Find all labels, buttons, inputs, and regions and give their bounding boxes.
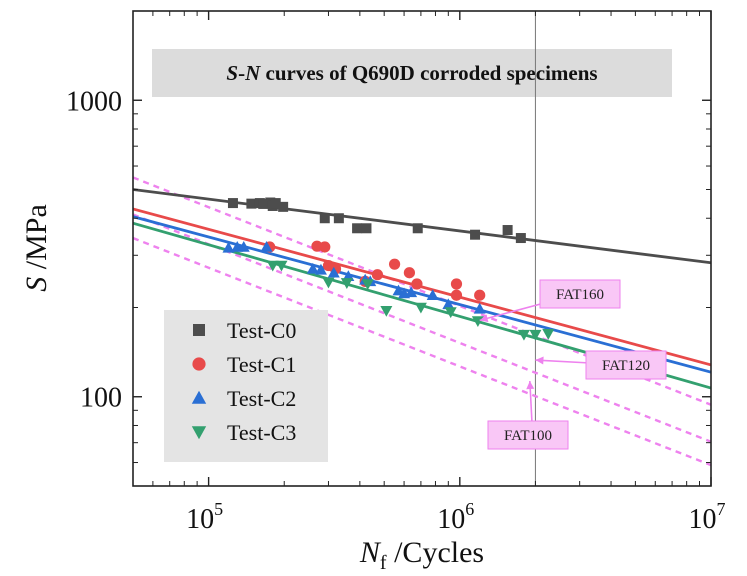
data-point	[502, 225, 513, 236]
legend-marker	[191, 426, 207, 440]
data-point	[237, 240, 250, 252]
legend-label: Test-C2	[227, 386, 296, 411]
annotation-arrow	[535, 359, 591, 364]
annotations: FAT160 FAT120 FAT100	[479, 279, 667, 450]
legend-item-test-c3: Test-C3	[191, 420, 296, 445]
annotation-arrowhead	[479, 314, 489, 323]
y-tick-label: 1000	[66, 86, 122, 117]
y-axis-label: S /MPa	[20, 204, 53, 292]
annotation-box	[487, 420, 569, 450]
title-n: N	[244, 61, 261, 85]
data-point	[542, 329, 555, 340]
annotation-label: FAT100	[504, 428, 552, 444]
data-point	[340, 278, 353, 289]
data-point	[405, 286, 418, 298]
data-point	[380, 305, 393, 317]
x-axis-symbol: N	[359, 536, 382, 569]
data-point	[412, 223, 423, 234]
legend: Test-C0 Test-C1 Test-C2 Test-C3	[164, 310, 328, 462]
annotation-fat120: FAT120	[535, 350, 667, 380]
data-point	[319, 213, 330, 224]
legend-marker	[191, 390, 207, 404]
y-axis-unit: /MPa	[20, 204, 53, 277]
legend-marker	[192, 357, 206, 371]
x-axis-unit: /Cycles	[387, 536, 485, 569]
chart-title: S-N curves of Q690D corroded specimens	[226, 61, 597, 85]
annotation-box	[585, 350, 667, 380]
x-axis-subscript: f	[380, 552, 387, 574]
plot-frame	[132, 10, 712, 487]
data-point	[258, 198, 269, 209]
data-point	[444, 307, 457, 319]
legend-marker	[193, 324, 205, 336]
data-point	[314, 263, 327, 275]
annotation-fat160: FAT160	[479, 279, 621, 323]
data-point	[352, 223, 363, 234]
data-point	[333, 213, 344, 224]
data-point	[246, 198, 257, 209]
data-point	[361, 223, 372, 234]
legend-label: Test-C3	[227, 420, 296, 445]
title-s: S	[226, 61, 238, 85]
axis-ticks: 105 106 107 100 1000	[66, 11, 726, 535]
legend-item-test-c0: Test-C0	[193, 318, 296, 343]
data-point	[442, 298, 455, 310]
legend-label: Test-C0	[227, 318, 296, 343]
data-point	[322, 277, 335, 289]
data-point	[361, 279, 374, 291]
fit-line-test-c2	[133, 215, 711, 374]
data-point	[260, 240, 273, 252]
data-point	[473, 302, 486, 314]
x-tick-label: 107	[689, 499, 726, 535]
legend-item-test-c2: Test-C2	[191, 386, 296, 411]
data-point	[450, 278, 463, 290]
annotation-box	[539, 279, 621, 309]
data-points	[222, 197, 555, 341]
title-rest: curves of Q690D corroded specimens	[260, 61, 597, 85]
y-tick-label: 100	[80, 383, 122, 414]
legend-item-test-c1: Test-C1	[192, 352, 296, 377]
data-point	[319, 241, 331, 253]
x-axis-label: Nf /Cycles	[359, 536, 484, 574]
title-dash: -	[238, 61, 245, 85]
data-point	[403, 267, 416, 279]
data-point	[517, 329, 530, 341]
fit-line-test-c1	[133, 207, 711, 367]
data-point	[371, 269, 384, 281]
annotation-label: FAT120	[602, 358, 650, 374]
data-point	[388, 258, 401, 270]
data-point	[414, 302, 427, 314]
data-point	[411, 278, 423, 290]
annotation-arrowhead	[535, 356, 544, 365]
series-test-c3	[266, 260, 555, 341]
data-point	[275, 260, 288, 272]
data-point	[471, 316, 484, 328]
data-point	[222, 241, 235, 253]
annotation-arrowhead	[526, 381, 535, 390]
title-box	[152, 49, 672, 97]
data-point	[515, 233, 526, 244]
data-point	[474, 289, 486, 301]
x-tick-label: 106	[437, 499, 474, 535]
annotation-fat100: FAT100	[487, 380, 569, 450]
series-test-c0	[227, 197, 526, 244]
data-point	[450, 289, 463, 301]
annotation-arrow	[479, 301, 549, 322]
data-point	[327, 266, 340, 278]
legend-box	[164, 310, 328, 462]
annotation-label: FAT160	[556, 287, 604, 303]
y-axis-symbol: S	[20, 277, 53, 292]
data-point	[470, 229, 481, 240]
data-point	[227, 198, 238, 209]
data-point	[306, 262, 319, 274]
x-tick-label: 105	[186, 499, 223, 535]
legend-label: Test-C1	[227, 352, 296, 377]
data-point	[270, 198, 281, 209]
data-point	[529, 329, 542, 341]
data-point	[278, 201, 289, 212]
data-point	[426, 289, 439, 301]
reference-curve-3	[133, 236, 711, 467]
data-point	[266, 260, 279, 272]
